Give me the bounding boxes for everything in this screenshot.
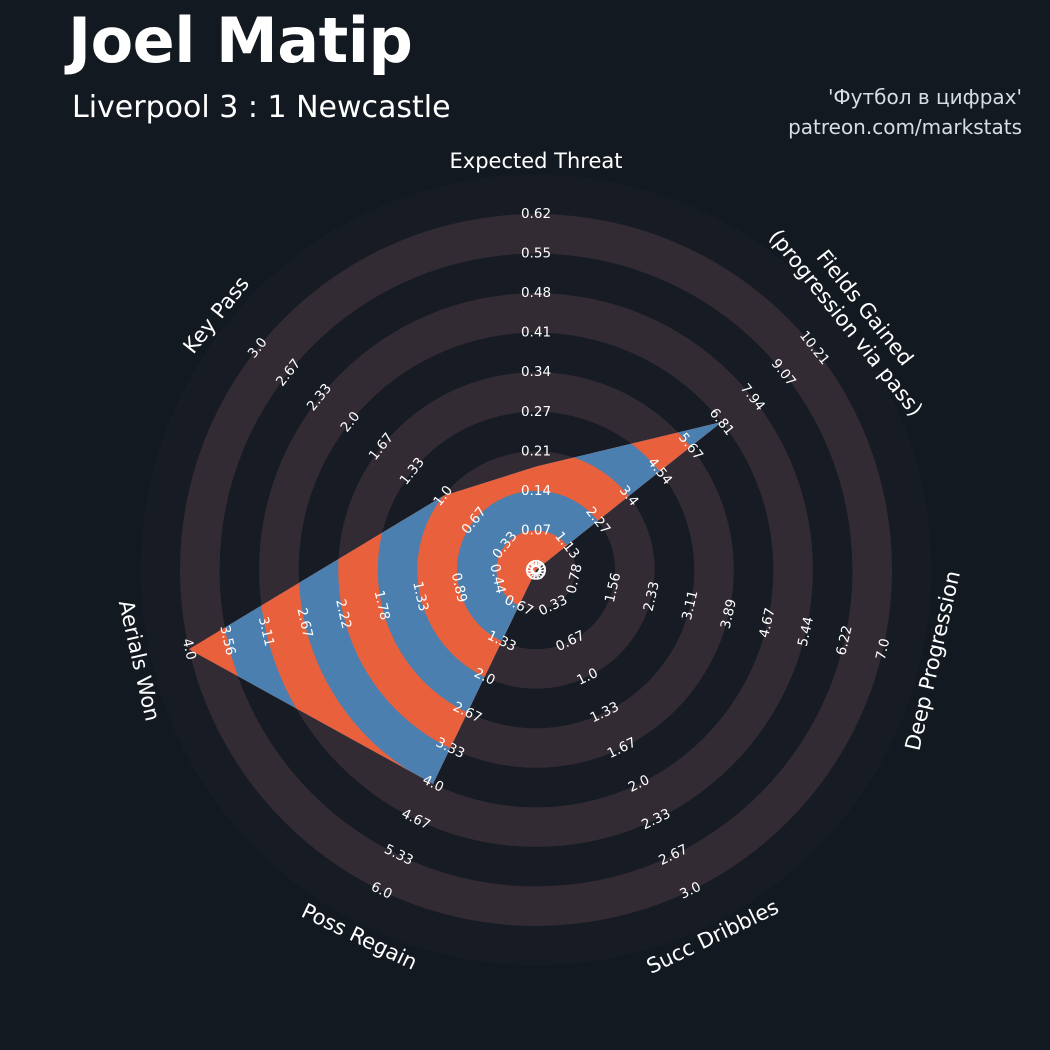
radar-tick-label: 0.62: [521, 206, 551, 222]
radar-tick-label: 1.56: [602, 571, 624, 604]
radar-tick-label: 4.67: [756, 606, 778, 639]
radar-tick-label: 1.33: [409, 580, 431, 613]
radar-tick-label: 0.89: [448, 571, 470, 604]
page-header: Joel Matip Liverpool 3 : 1 Newcastle 'Фу…: [0, 0, 1050, 150]
radar-tick-label: 0.0: [525, 562, 546, 578]
radar-tick-label: 2.22: [332, 598, 354, 631]
radar-tick-label: 3.11: [255, 615, 277, 648]
radar-tick-label: 0.0: [526, 558, 546, 583]
radar-tick-label: 0.34: [521, 364, 551, 380]
credit-line-2: patreon.com/markstats: [788, 115, 1022, 139]
radar-tick-label: 0.14: [521, 483, 551, 499]
radar-tick-label: 3.11: [679, 589, 701, 622]
radar-axis-title: Expected Threat: [450, 149, 623, 173]
radar-tick-label: 0.48: [521, 285, 551, 301]
radar-tick-label: 3.89: [718, 598, 740, 631]
radar-tick-label: 1.78: [371, 589, 393, 622]
credits-block: 'Футбол в цифрах' patreon.com/markstats: [788, 82, 1022, 142]
radar-tick-label: 0.41: [521, 325, 551, 341]
radar-tick-label: 0.07: [521, 522, 551, 538]
radar-tick-label: 0.21: [521, 443, 551, 459]
radar-tick-label: 0.78: [563, 562, 585, 595]
match-subtitle: Liverpool 3 : 1 Newcastle: [72, 90, 451, 125]
radar-tick-label: 6.22: [833, 624, 855, 657]
radar-tick-label: 2.67: [293, 606, 315, 639]
radar-tick-label: 2.33: [641, 580, 663, 613]
radar-tick-label: 0.44: [486, 562, 508, 595]
radar-tick-label: 0.27: [521, 404, 551, 420]
radar-tick-label: 7.0: [873, 637, 893, 662]
page-title: Joel Matip: [68, 4, 413, 77]
radar-tick-label: 0.55: [521, 246, 551, 262]
radar-tick-label: 4.0: [179, 637, 199, 662]
radar-tick-label: 5.44: [795, 615, 817, 648]
radar-tick-label: 0.0: [526, 558, 546, 583]
credit-line-1: 'Футбол в цифрах': [827, 85, 1022, 109]
radar-tick-label: 3.56: [216, 624, 238, 657]
